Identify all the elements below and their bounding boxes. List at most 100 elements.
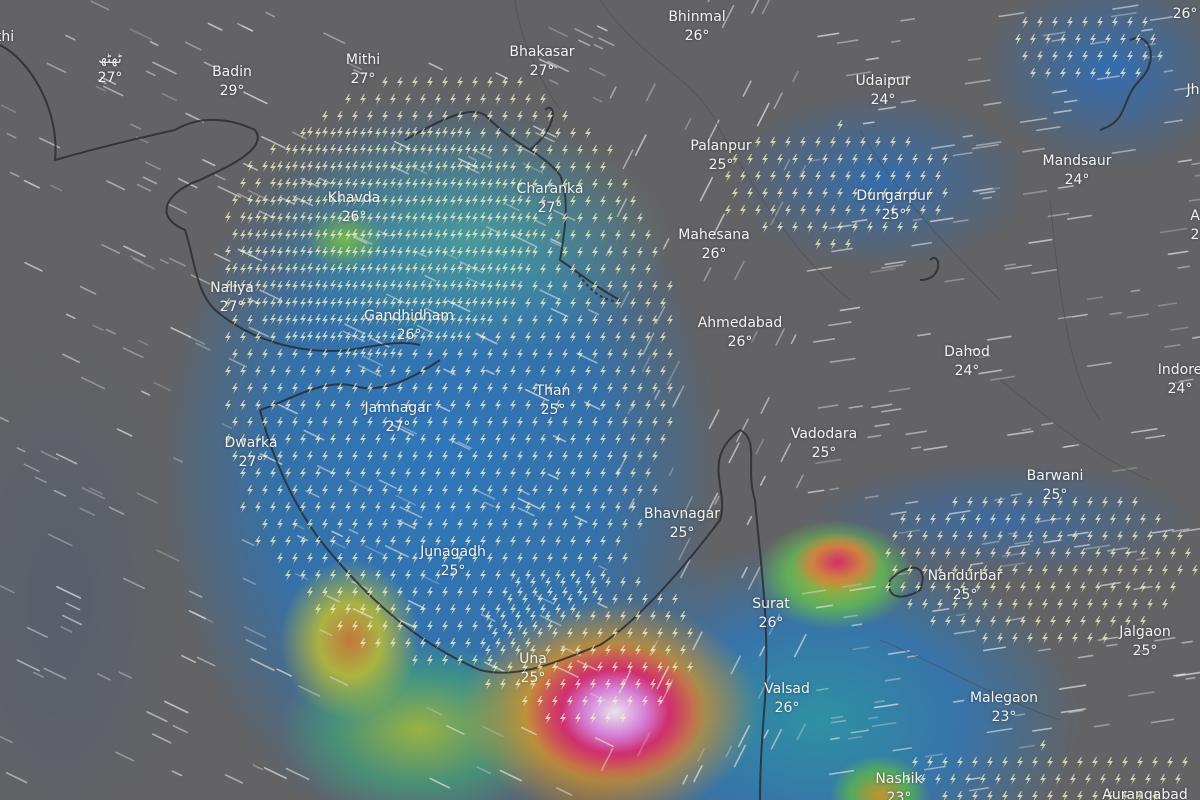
wind-streak xyxy=(252,764,264,771)
lightning-bolt-icon xyxy=(597,594,603,605)
lightning-bolt-icon xyxy=(375,604,381,615)
lightning-bolt-icon xyxy=(465,178,471,189)
lightning-bolt-icon xyxy=(360,230,366,241)
lightning-bolt-icon xyxy=(367,281,373,292)
city-label[interactable]: Bhinmal 26° xyxy=(668,8,725,46)
wind-streak xyxy=(190,274,211,285)
wind-streak xyxy=(243,626,266,638)
wind-streak xyxy=(845,71,872,77)
lightning-bolt-icon xyxy=(465,314,471,325)
city-label[interactable]: Jh xyxy=(1186,81,1199,100)
city-label[interactable]: Naliya 27° xyxy=(210,279,254,317)
wind-streak xyxy=(849,585,876,592)
city-label[interactable]: Jalgaon 25° xyxy=(1119,623,1171,661)
lightning-bolt-icon xyxy=(607,179,613,190)
lightning-bolt-icon xyxy=(620,611,626,622)
lightning-bolt-icon xyxy=(545,577,551,588)
city-label[interactable]: Gandhidham 26° xyxy=(364,307,454,345)
lightning-bolt-icon xyxy=(1062,791,1068,800)
lightning-bolt-icon xyxy=(530,679,536,690)
lightning-bolt-icon xyxy=(517,263,523,274)
lightning-bolt-icon xyxy=(667,349,673,360)
city-label[interactable]: Aurangabad xyxy=(1102,786,1187,800)
lightning-bolt-icon xyxy=(1152,757,1158,768)
lightning-bolt-icon xyxy=(472,553,478,564)
lightning-bolt-icon xyxy=(605,645,611,656)
city-label[interactable]: ٹھٹھ 27° xyxy=(98,50,123,88)
city-label[interactable]: Khavda 26° xyxy=(328,189,380,227)
city-label[interactable]: Vadodara 25° xyxy=(791,425,857,463)
wind-streak xyxy=(188,610,207,620)
lightning-bolt-icon xyxy=(620,679,626,690)
city-label[interactable]: Than 25° xyxy=(536,382,571,420)
lightning-bolt-icon xyxy=(472,111,478,122)
lightning-bolt-icon xyxy=(405,638,411,649)
city-label[interactable]: Valsad 26° xyxy=(764,680,810,718)
city-label[interactable]: Charanka 27° xyxy=(517,180,584,218)
lightning-bolt-icon xyxy=(1067,17,1073,28)
lightning-bolt-icon xyxy=(487,417,493,428)
city-label[interactable]: Palanpur 25° xyxy=(690,137,751,175)
city-label[interactable]: Junagadh 25° xyxy=(420,543,486,581)
city-label[interactable]: Mithi 27° xyxy=(346,51,380,89)
city-label[interactable]: Bhakasar 27° xyxy=(509,43,574,81)
city-label[interactable]: Indore 24° xyxy=(1158,361,1200,399)
city-label[interactable]: Nandurbar 25° xyxy=(928,567,1003,605)
wind-streak xyxy=(707,492,719,514)
lightning-bolt-icon xyxy=(502,519,508,530)
lightning-bolt-icon xyxy=(607,247,613,258)
city-label[interactable]: Surat 26° xyxy=(752,595,790,633)
wind-streak xyxy=(1057,185,1074,189)
lightning-bolt-icon xyxy=(337,331,343,342)
city-label[interactable]: Barwani 25° xyxy=(1027,467,1084,505)
lightning-bolt-icon xyxy=(435,94,441,105)
city-label[interactable]: Udaipur 24° xyxy=(855,72,910,110)
city-label[interactable]: Dungarpur 25° xyxy=(856,187,931,225)
lightning-bolt-icon xyxy=(367,195,373,206)
city-label[interactable]: Mandsaur 24° xyxy=(1043,152,1112,190)
city-label[interactable]: Malegaon 23° xyxy=(970,689,1038,727)
city-label[interactable]: Nashik 23° xyxy=(875,770,922,800)
lightning-bolt-icon xyxy=(345,314,351,325)
city-label[interactable]: 26° xyxy=(1173,5,1198,24)
lightning-bolt-icon xyxy=(330,178,336,189)
lightning-bolt-icon xyxy=(1065,514,1071,525)
city-label[interactable]: Badin 29° xyxy=(212,63,252,101)
lightning-bolt-icon xyxy=(375,94,381,105)
city-label[interactable]: Ahmedabad 26° xyxy=(698,314,783,352)
city-label[interactable]: Dahod 24° xyxy=(944,343,990,381)
lightning-bolt-icon xyxy=(457,553,463,564)
lightning-bolt-icon xyxy=(307,383,313,394)
lightning-bolt-icon xyxy=(352,417,358,428)
lightning-bolt-icon xyxy=(277,349,283,360)
lightning-bolt-icon xyxy=(562,349,568,360)
lightning-bolt-icon xyxy=(890,137,896,148)
lightning-bolt-icon xyxy=(427,587,433,598)
lightning-bolt-icon xyxy=(360,298,366,309)
city-label[interactable]: Dwarka 27° xyxy=(224,434,277,472)
wind-streak xyxy=(807,489,825,494)
lightning-bolt-icon xyxy=(1117,531,1123,542)
city-label[interactable]: Mahesana 26° xyxy=(678,226,749,264)
lightning-bolt-icon xyxy=(1042,531,1048,542)
city-label[interactable]: Bhavnagar 25° xyxy=(644,505,720,543)
city-label[interactable]: thi xyxy=(0,28,14,47)
city-label[interactable]: Jamnagar 27° xyxy=(364,399,431,437)
lightning-bolt-icon xyxy=(420,502,426,513)
lightning-bolt-icon xyxy=(390,178,396,189)
lightning-bolt-icon xyxy=(1072,497,1078,508)
lightning-bolt-icon xyxy=(532,451,538,462)
lightning-bolt-icon xyxy=(547,315,553,326)
wind-streak xyxy=(728,442,740,464)
wind-streak xyxy=(593,44,604,50)
wind-streak xyxy=(972,143,999,150)
lightning-bolt-icon xyxy=(645,230,651,241)
lightning-bolt-icon xyxy=(427,77,433,88)
lightning-bolt-icon xyxy=(522,696,528,707)
lightning-bolt-icon xyxy=(875,137,881,148)
city-temperature: 27° xyxy=(238,454,264,470)
wind-streak xyxy=(181,654,197,663)
city-label[interactable]: Una 25° xyxy=(519,650,547,688)
